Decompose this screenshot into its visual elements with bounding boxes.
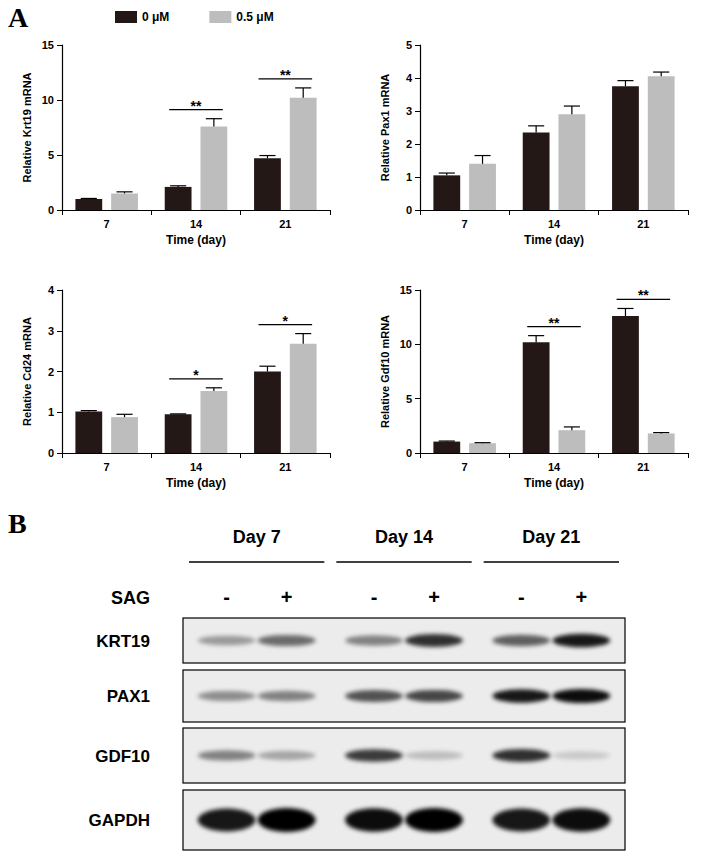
svg-text:7: 7 bbox=[104, 461, 110, 473]
svg-text:2: 2 bbox=[48, 366, 54, 378]
svg-text:15: 15 bbox=[42, 39, 54, 51]
svg-text:+: + bbox=[428, 586, 440, 608]
svg-text:21: 21 bbox=[637, 461, 649, 473]
svg-text:1: 1 bbox=[48, 406, 54, 418]
html-text:B: B bbox=[8, 508, 27, 539]
html-text:A: A bbox=[8, 2, 29, 33]
svg-text:14: 14 bbox=[190, 218, 203, 230]
svg-text:0: 0 bbox=[48, 204, 54, 216]
svg-text:*: * bbox=[193, 367, 199, 383]
svg-text:7: 7 bbox=[462, 461, 468, 473]
svg-text:0: 0 bbox=[48, 447, 54, 459]
svg-text:2: 2 bbox=[406, 138, 412, 150]
svg-text:0 μM: 0 μM bbox=[142, 10, 169, 24]
svg-text:14: 14 bbox=[548, 461, 561, 473]
svg-text:KRT19: KRT19 bbox=[96, 632, 150, 651]
svg-text:Relative Pax1 mRNA: Relative Pax1 mRNA bbox=[379, 74, 391, 182]
svg-text:21: 21 bbox=[279, 461, 291, 473]
svg-text:7: 7 bbox=[104, 218, 110, 230]
svg-text:-: - bbox=[518, 586, 525, 608]
svg-text:*: * bbox=[283, 313, 289, 329]
svg-text:**: ** bbox=[549, 315, 560, 331]
svg-text:-: - bbox=[371, 586, 378, 608]
svg-text:+: + bbox=[575, 586, 587, 608]
svg-text:Time (day): Time (day) bbox=[166, 476, 226, 490]
svg-text:14: 14 bbox=[190, 461, 203, 473]
svg-text:3: 3 bbox=[48, 325, 54, 337]
svg-text:0: 0 bbox=[406, 447, 412, 459]
svg-text:SAG: SAG bbox=[111, 588, 150, 608]
svg-text:1: 1 bbox=[406, 171, 412, 183]
svg-text:GDF10: GDF10 bbox=[95, 747, 150, 766]
svg-text:4: 4 bbox=[406, 72, 413, 84]
svg-text:Day 7: Day 7 bbox=[233, 527, 281, 547]
svg-text:Day 21: Day 21 bbox=[522, 527, 580, 547]
svg-text:21: 21 bbox=[637, 218, 649, 230]
svg-text:21: 21 bbox=[279, 218, 291, 230]
svg-text:5: 5 bbox=[406, 39, 412, 51]
svg-text:15: 15 bbox=[400, 284, 412, 296]
svg-text:Day 14: Day 14 bbox=[375, 527, 433, 547]
svg-text:0: 0 bbox=[406, 204, 412, 216]
svg-text:GAPDH: GAPDH bbox=[89, 811, 150, 830]
svg-text:**: ** bbox=[280, 67, 291, 83]
svg-text:Time (day): Time (day) bbox=[524, 233, 584, 247]
svg-text:**: ** bbox=[191, 98, 202, 114]
svg-text:3: 3 bbox=[406, 105, 412, 117]
svg-text:5: 5 bbox=[48, 149, 54, 161]
svg-text:Relative Gdf10 mRNA: Relative Gdf10 mRNA bbox=[379, 315, 391, 428]
svg-text:Relative Krt19 mRNA: Relative Krt19 mRNA bbox=[21, 72, 33, 182]
svg-text:14: 14 bbox=[548, 218, 561, 230]
svg-text:5: 5 bbox=[406, 393, 412, 405]
svg-text:-: - bbox=[223, 586, 230, 608]
svg-text:**: ** bbox=[638, 287, 649, 303]
svg-text:Time (day): Time (day) bbox=[166, 233, 226, 247]
svg-text:4: 4 bbox=[48, 284, 55, 296]
svg-text:Time (day): Time (day) bbox=[524, 476, 584, 490]
svg-text:0.5 μM: 0.5 μM bbox=[236, 10, 273, 24]
svg-text:+: + bbox=[281, 586, 293, 608]
svg-text:7: 7 bbox=[462, 218, 468, 230]
svg-text:Relative Cd24 mRNA: Relative Cd24 mRNA bbox=[21, 317, 33, 426]
svg-text:10: 10 bbox=[400, 338, 412, 350]
svg-text:10: 10 bbox=[42, 94, 54, 106]
svg-text:PAX1: PAX1 bbox=[107, 687, 150, 706]
